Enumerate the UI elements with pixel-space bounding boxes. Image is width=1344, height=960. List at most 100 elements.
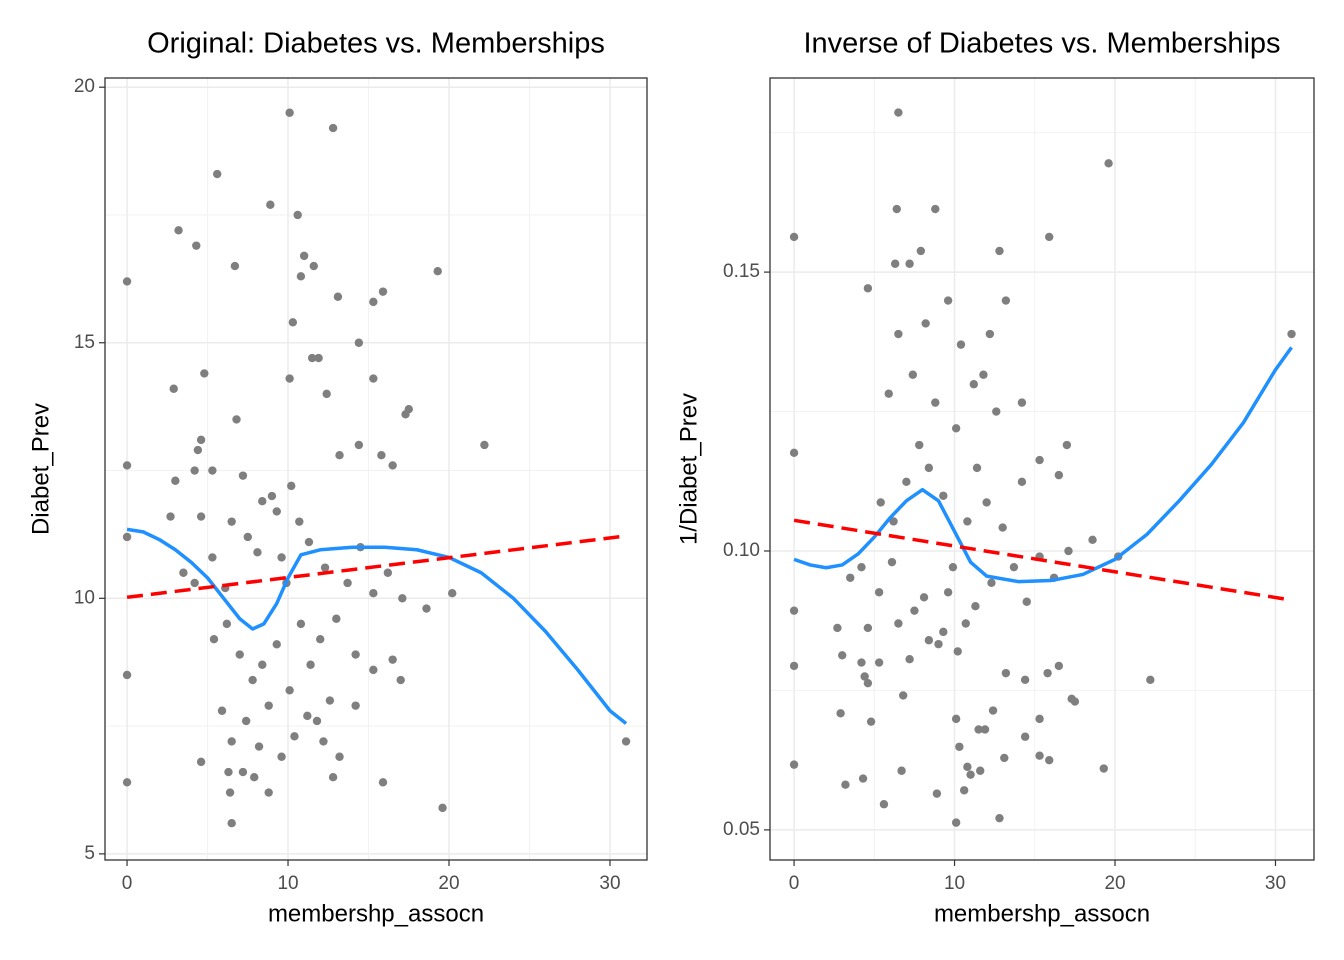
point <box>905 259 914 268</box>
point <box>307 353 317 363</box>
point <box>951 714 961 724</box>
point <box>1045 232 1054 242</box>
point <box>924 636 934 645</box>
x-tick-label: 30 <box>1265 873 1286 894</box>
point <box>322 389 331 399</box>
point <box>235 650 244 659</box>
point <box>876 498 885 507</box>
chart-title: Original: Diabetes vs. Memberships <box>147 28 605 60</box>
panel-background <box>770 78 1314 860</box>
point <box>961 619 970 628</box>
point <box>378 778 388 787</box>
point <box>838 651 847 660</box>
point <box>789 661 799 671</box>
point <box>995 813 1004 823</box>
point <box>422 604 431 613</box>
point <box>306 660 315 669</box>
point <box>264 788 273 797</box>
point <box>836 709 845 718</box>
point <box>858 774 868 783</box>
point <box>982 498 991 507</box>
point <box>438 803 447 813</box>
point <box>351 650 360 659</box>
point <box>227 819 236 828</box>
point <box>866 717 876 726</box>
smooth-line <box>793 346 1293 584</box>
point <box>939 627 948 637</box>
point <box>122 532 132 542</box>
y-tick-label: 0.05 <box>723 819 760 840</box>
point <box>433 267 442 276</box>
point <box>1054 661 1064 671</box>
point <box>290 732 299 741</box>
smooth-line <box>126 527 628 725</box>
point <box>293 210 302 220</box>
point <box>190 466 199 475</box>
point <box>974 725 983 734</box>
panel-background <box>105 78 647 860</box>
point <box>1064 546 1073 556</box>
point <box>480 440 489 450</box>
point <box>963 517 972 526</box>
y-tick-label: 15 <box>74 332 95 353</box>
point <box>192 241 201 250</box>
point <box>396 675 405 685</box>
point <box>1020 675 1030 685</box>
point <box>860 672 869 681</box>
point <box>985 329 995 339</box>
point <box>369 589 378 598</box>
point <box>288 318 298 327</box>
point <box>258 660 267 669</box>
point <box>956 340 966 349</box>
point <box>369 297 378 307</box>
point <box>314 353 323 363</box>
x-tick-label: 10 <box>277 873 298 894</box>
point <box>335 451 344 460</box>
point <box>209 635 219 644</box>
point <box>894 329 903 339</box>
point <box>969 380 978 389</box>
y-tick-label: 10 <box>74 587 95 608</box>
point <box>931 398 940 407</box>
point <box>179 568 188 577</box>
point <box>208 466 217 475</box>
x-tick-label: 20 <box>1104 873 1125 894</box>
point <box>193 445 203 455</box>
point <box>227 517 236 526</box>
point <box>250 773 259 782</box>
point <box>388 655 397 664</box>
point <box>285 686 294 695</box>
point <box>889 517 898 526</box>
point <box>328 773 338 782</box>
point <box>1067 694 1076 704</box>
point <box>1043 668 1052 678</box>
point <box>902 477 911 487</box>
point <box>332 614 341 623</box>
point <box>934 639 943 649</box>
point <box>1035 751 1044 760</box>
point <box>621 737 631 746</box>
point <box>377 451 386 460</box>
chart-title: Inverse of Diabetes vs. Memberships <box>803 28 1280 60</box>
x-tick-label: 0 <box>789 873 800 894</box>
point <box>943 296 953 305</box>
point <box>987 578 996 587</box>
point <box>296 272 306 281</box>
point <box>980 725 990 734</box>
point <box>1035 455 1044 465</box>
point <box>905 655 914 664</box>
point <box>333 292 343 301</box>
y-axis-title: 1/Diabet_Prev <box>675 393 702 545</box>
point <box>304 537 314 547</box>
point <box>939 491 948 500</box>
point <box>857 658 866 667</box>
point <box>1146 675 1155 685</box>
point <box>1022 597 1031 606</box>
point <box>309 261 318 271</box>
point <box>898 691 908 700</box>
point <box>224 767 233 777</box>
point <box>328 123 338 133</box>
point <box>953 647 962 656</box>
point <box>264 701 273 710</box>
